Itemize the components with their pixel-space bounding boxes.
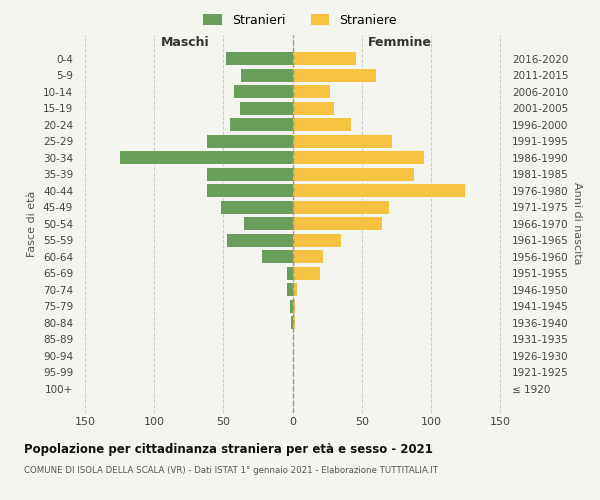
Bar [221, 201, 293, 213]
Y-axis label: Fasce di età: Fasce di età [28, 190, 37, 257]
Bar [293, 52, 356, 65]
Bar [241, 68, 293, 82]
Bar [293, 151, 424, 164]
Bar [293, 85, 330, 98]
Bar [235, 85, 293, 98]
Text: Maschi: Maschi [161, 36, 209, 49]
Bar [293, 316, 295, 330]
Bar [293, 184, 466, 197]
Bar [287, 267, 293, 280]
Bar [206, 134, 293, 147]
Bar [287, 284, 293, 296]
Bar [293, 134, 392, 147]
Bar [291, 316, 293, 330]
Bar [293, 102, 334, 114]
Bar [290, 300, 293, 313]
Bar [206, 184, 293, 197]
Bar [262, 250, 293, 263]
Bar [293, 250, 323, 263]
Bar [293, 218, 382, 230]
Bar [240, 102, 293, 114]
Bar [293, 68, 376, 82]
Text: Femmine: Femmine [368, 36, 432, 49]
Bar [293, 234, 341, 246]
Bar [230, 118, 293, 131]
Bar [206, 168, 293, 180]
Bar [293, 267, 320, 280]
Bar [119, 151, 293, 164]
Legend: Stranieri, Straniere: Stranieri, Straniere [198, 8, 402, 32]
Bar [227, 234, 293, 246]
Bar [293, 118, 350, 131]
Text: COMUNE DI ISOLA DELLA SCALA (VR) - Dati ISTAT 1° gennaio 2021 - Elaborazione TUT: COMUNE DI ISOLA DELLA SCALA (VR) - Dati … [24, 466, 438, 475]
Bar [293, 300, 295, 313]
Bar [226, 52, 293, 65]
Text: Popolazione per cittadinanza straniera per età e sesso - 2021: Popolazione per cittadinanza straniera p… [24, 442, 433, 456]
Bar [293, 168, 414, 180]
Y-axis label: Anni di nascita: Anni di nascita [572, 182, 583, 265]
Bar [293, 201, 389, 213]
Bar [293, 284, 296, 296]
Bar [244, 218, 293, 230]
